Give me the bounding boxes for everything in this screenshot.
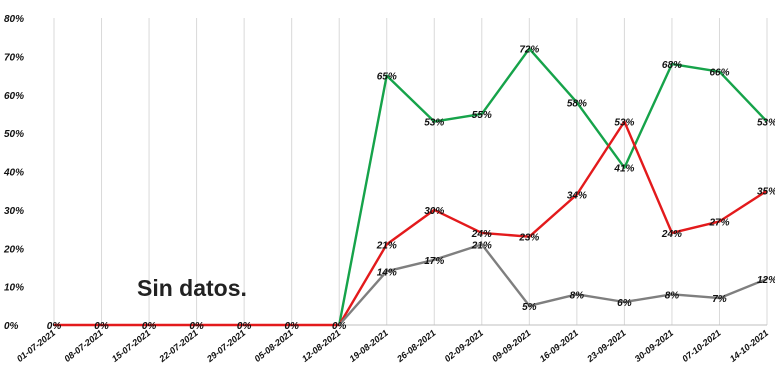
x-tick-label: 08-07-2021 bbox=[62, 328, 104, 364]
data-label: 5% bbox=[522, 302, 537, 313]
series-lines bbox=[54, 47, 768, 327]
y-axis: 0% 10% 20% 30% 40% 50% 60% 70% 80% bbox=[3, 14, 24, 332]
x-tick-label: 22-07-2021 bbox=[157, 328, 200, 365]
x-tick-label: 12-08-2021 bbox=[300, 328, 342, 364]
data-label: 0% bbox=[94, 321, 109, 332]
data-labels: 65% 53% 55% 72% 58% 41% 68% 66% 53% 0% 0% 0% 0% 0% 0% 0… bbox=[47, 45, 775, 332]
data-label: 12% bbox=[757, 275, 775, 286]
x-tick-label: 14-10-2021 bbox=[728, 328, 770, 364]
y-tick-label: 20% bbox=[3, 244, 24, 255]
x-tick-label: 29-07-2021 bbox=[204, 328, 247, 365]
data-label: 0% bbox=[284, 321, 299, 332]
data-label: 21% bbox=[376, 240, 397, 251]
x-tick-label: 19-08-2021 bbox=[348, 328, 390, 364]
data-label: 68% bbox=[662, 60, 682, 71]
data-label: 17% bbox=[424, 256, 444, 267]
x-tick-label: 16-09-2021 bbox=[538, 328, 580, 364]
data-label: 24% bbox=[661, 229, 682, 240]
y-tick-label: 0% bbox=[4, 321, 19, 332]
vertical-gridlines bbox=[53, 18, 768, 326]
data-label: 41% bbox=[613, 164, 634, 175]
data-label: 27% bbox=[708, 217, 729, 228]
data-label: 53% bbox=[424, 118, 444, 129]
x-tick-label: 09-09-2021 bbox=[490, 328, 532, 364]
data-label: 30% bbox=[424, 206, 444, 217]
data-label: 23% bbox=[518, 233, 539, 244]
series-line bbox=[338, 243, 768, 326]
data-label: 34% bbox=[567, 191, 587, 202]
x-axis: 01-07-2021 08-07-2021 15-07-2021 22-07-2021… bbox=[15, 328, 770, 365]
data-label: 8% bbox=[570, 290, 585, 301]
y-tick-label: 50% bbox=[4, 129, 24, 140]
data-label: 0% bbox=[142, 321, 157, 332]
y-tick-label: 40% bbox=[3, 168, 24, 179]
y-tick-label: 70% bbox=[4, 52, 24, 63]
data-label: 72% bbox=[519, 45, 539, 56]
data-label: 35% bbox=[757, 187, 775, 198]
x-tick-label: 01-07-2021 bbox=[15, 328, 57, 364]
data-label: 58% bbox=[567, 98, 587, 109]
data-label: 7% bbox=[712, 294, 727, 305]
data-label: 0% bbox=[332, 321, 347, 332]
data-label: 53% bbox=[614, 118, 634, 129]
data-label: 6% bbox=[617, 298, 632, 309]
data-label: 55% bbox=[472, 110, 492, 121]
y-tick-label: 10% bbox=[4, 283, 24, 294]
data-label: 0% bbox=[189, 321, 204, 332]
y-tick-label: 30% bbox=[4, 206, 24, 217]
series-line bbox=[54, 120, 768, 327]
data-label: 14% bbox=[377, 267, 397, 278]
data-label: 0% bbox=[47, 321, 62, 332]
x-tick-label: 15-07-2021 bbox=[110, 328, 152, 364]
x-tick-label: 30-09-2021 bbox=[633, 328, 675, 364]
y-tick-label: 80% bbox=[4, 14, 24, 25]
data-label: 0% bbox=[237, 321, 252, 332]
data-label: 53% bbox=[757, 118, 775, 129]
x-tick-label: 07-10-2021 bbox=[680, 328, 722, 364]
data-label: 21% bbox=[471, 240, 492, 251]
x-tick-label: 26-08-2021 bbox=[394, 328, 437, 365]
data-label: 24% bbox=[471, 229, 492, 240]
x-tick-label: 23-09-2021 bbox=[584, 328, 627, 365]
data-label: 65% bbox=[377, 72, 397, 83]
series-line bbox=[338, 47, 768, 326]
data-label: 66% bbox=[709, 68, 729, 79]
x-tick-label: 02-09-2021 bbox=[443, 328, 485, 364]
x-tick-label: 05-08-2021 bbox=[252, 328, 294, 364]
y-tick-label: 60% bbox=[4, 91, 24, 102]
data-label: 8% bbox=[665, 290, 680, 301]
no-data-annotation: Sin datos. bbox=[137, 275, 247, 301]
